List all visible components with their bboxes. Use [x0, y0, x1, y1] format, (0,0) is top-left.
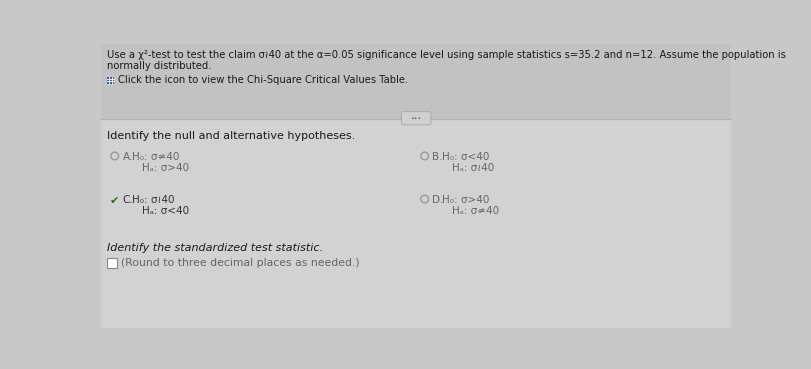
- Text: Use a χ²-test to test the claim σ≀40 at the α=0.05 significance level using samp: Use a χ²-test to test the claim σ≀40 at …: [107, 51, 785, 61]
- Text: C.: C.: [122, 195, 133, 205]
- Text: H₀: σ>40: H₀: σ>40: [442, 195, 489, 205]
- Text: ✔: ✔: [109, 196, 118, 206]
- Text: Click the icon to view the Chi-Square Critical Values Table.: Click the icon to view the Chi-Square Cr…: [118, 75, 407, 85]
- Text: Hₐ: σ<40: Hₐ: σ<40: [142, 206, 189, 216]
- Bar: [101, 44, 730, 119]
- Text: •••: •••: [410, 116, 421, 121]
- Text: Hₐ: σ≄40: Hₐ: σ≄40: [451, 206, 498, 216]
- Text: Identify the standardized test statistic.: Identify the standardized test statistic…: [107, 243, 323, 253]
- Text: normally distributed.: normally distributed.: [107, 61, 211, 71]
- Text: D.: D.: [432, 195, 444, 205]
- Bar: [107, 258, 117, 268]
- Text: Hₐ: σ≀40: Hₐ: σ≀40: [451, 163, 493, 173]
- Text: H₀: σ<40: H₀: σ<40: [442, 152, 489, 162]
- FancyBboxPatch shape: [401, 112, 431, 125]
- Text: (Round to three decimal places as needed.): (Round to three decimal places as needed…: [121, 258, 359, 268]
- Text: H₀: σ≀40: H₀: σ≀40: [132, 195, 175, 205]
- Bar: [107, 77, 114, 83]
- Text: Hₐ: σ>40: Hₐ: σ>40: [142, 163, 189, 173]
- Text: Identify the null and alternative hypotheses.: Identify the null and alternative hypoth…: [107, 131, 354, 141]
- Text: A.: A.: [122, 152, 133, 162]
- Bar: [101, 119, 730, 328]
- Text: B.: B.: [432, 152, 442, 162]
- Text: H₀: σ≄40: H₀: σ≄40: [132, 152, 180, 162]
